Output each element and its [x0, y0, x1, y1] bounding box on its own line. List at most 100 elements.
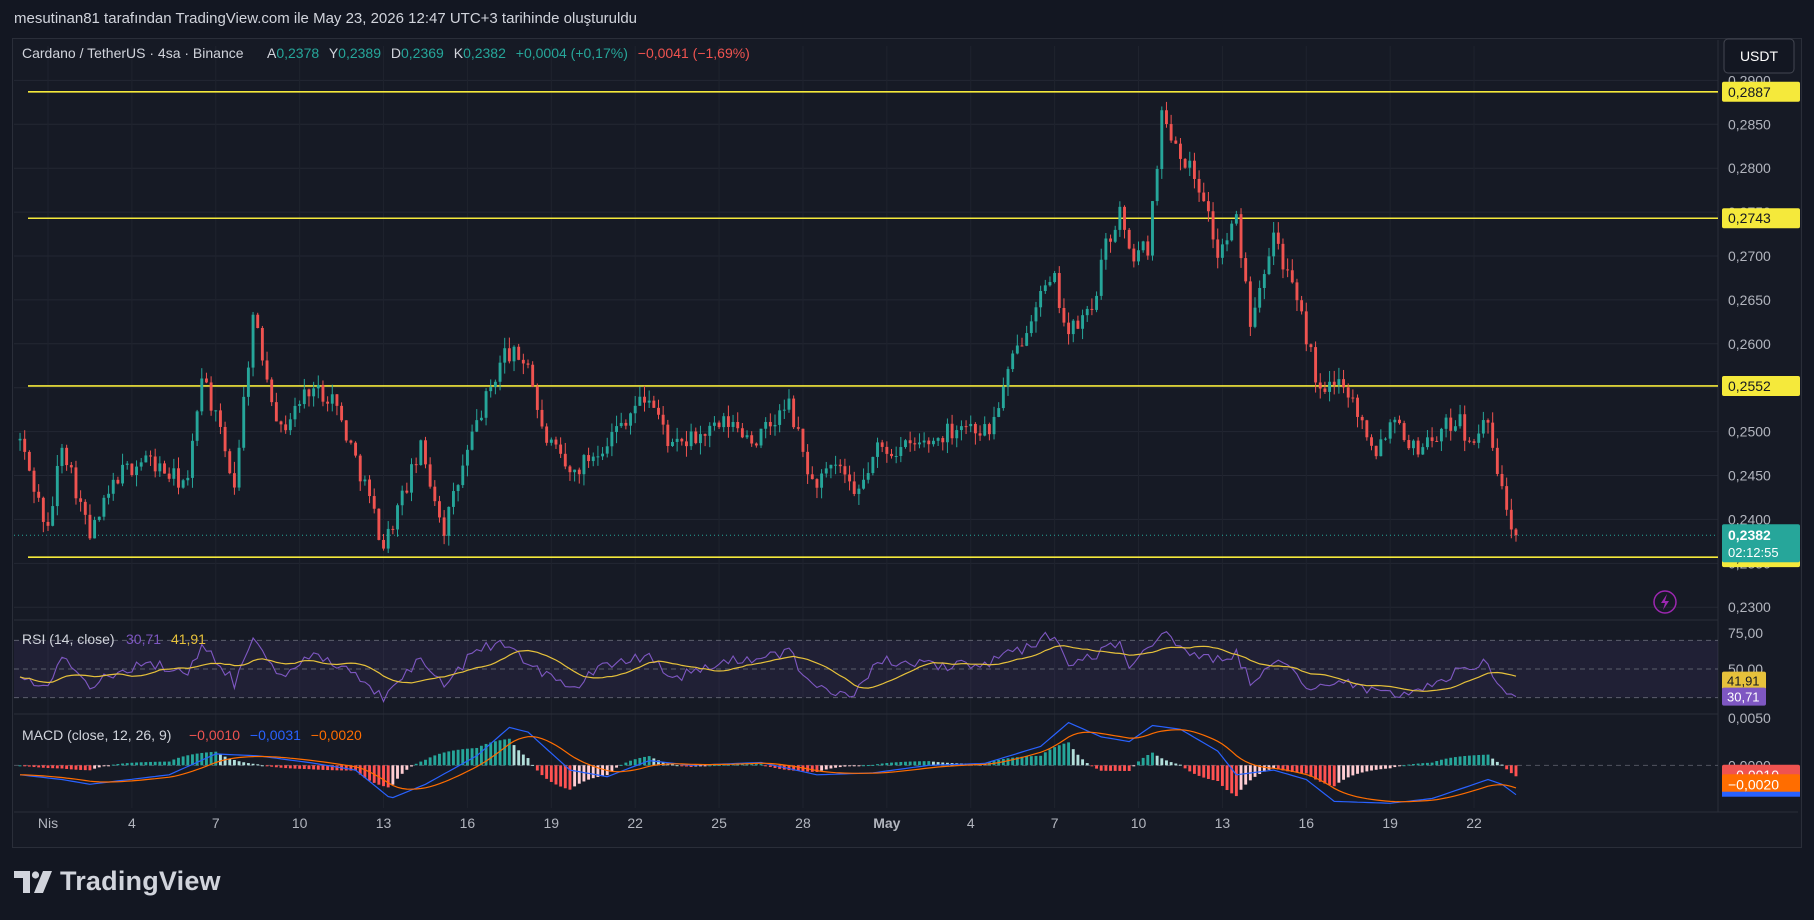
macd-histogram-bar: [894, 762, 898, 766]
lightning-icon[interactable]: [1653, 590, 1677, 614]
candle-body: [1053, 273, 1057, 283]
currency-button[interactable]: [1723, 38, 1795, 74]
candle-body: [657, 407, 660, 415]
macd-histogram-bar: [55, 765, 59, 769]
macd-histogram-bar: [1025, 756, 1029, 766]
macd-histogram-bar: [321, 765, 325, 770]
candle-body: [1183, 158, 1187, 168]
candle-body: [1300, 300, 1304, 312]
candle-body: [1351, 397, 1355, 399]
macd-histogram-bar: [1015, 757, 1019, 766]
macd-histogram-bar: [1402, 765, 1406, 767]
macd-histogram-bar: [857, 765, 861, 767]
candle-body: [685, 441, 688, 447]
candle-body: [330, 394, 334, 404]
candle-body: [298, 404, 302, 406]
high-value: 0,2389: [338, 45, 381, 61]
change-value: +0,0004 (+0,17%): [516, 45, 628, 61]
x-tick-label: 19: [1382, 815, 1398, 831]
macd-histogram-bar: [484, 743, 488, 766]
macd-histogram-bar: [1421, 763, 1425, 766]
candle-body: [908, 440, 912, 444]
tradingview-logo[interactable]: TradingView: [14, 866, 221, 897]
candle-body: [489, 387, 493, 392]
macd-histogram-bar: [195, 753, 199, 766]
candle-body: [694, 431, 698, 444]
y-tick-label: 0,2800: [1728, 160, 1771, 176]
macd-histogram-bar: [279, 765, 283, 768]
macd-histogram-bar: [1425, 762, 1429, 766]
macd-histogram-bar: [1085, 763, 1089, 766]
macd-histogram-bar: [260, 765, 264, 767]
macd-histogram-bar: [1495, 761, 1499, 766]
macd-signal-last: −0,0020: [311, 727, 362, 743]
candle-body: [195, 411, 199, 441]
candle-body: [726, 416, 730, 427]
macd-histogram-bar: [93, 765, 97, 769]
macd-histogram-bar: [1165, 760, 1168, 766]
macd-histogram-bar: [218, 754, 222, 766]
macd-histogram-bar: [582, 765, 586, 782]
candle-body: [1151, 201, 1154, 256]
macd-histogram-bar: [349, 765, 353, 771]
macd-histogram-bar: [1020, 756, 1024, 766]
macd-histogram-bar: [368, 765, 372, 781]
candle-body: [1500, 473, 1504, 487]
macd-histogram-bar: [754, 764, 758, 766]
y-tick-label: 0,2450: [1728, 468, 1771, 484]
macd-histogram-bar: [1225, 765, 1229, 791]
macd-histogram-bar: [1407, 764, 1411, 766]
candle-body: [1011, 353, 1015, 370]
level-label-box: [1722, 81, 1800, 102]
macd-histogram-bar: [1053, 747, 1057, 766]
macd-histogram-bar: [60, 765, 64, 769]
candle-body: [1090, 308, 1094, 310]
macd-value-label: −0,0020: [1728, 776, 1779, 792]
macd-histogram-bar: [638, 757, 642, 766]
macd-histogram-bar: [442, 752, 446, 766]
macd-histogram-bar: [815, 765, 819, 773]
macd-histogram-bar: [1463, 755, 1467, 766]
macd-histogram-bar: [177, 757, 180, 766]
candle-body: [349, 440, 353, 443]
candle-body: [978, 433, 982, 436]
macd-histogram-bar: [1160, 758, 1164, 766]
macd-histogram-bar: [1514, 765, 1518, 777]
candle-body: [1071, 320, 1075, 335]
macd-histogram-bar: [465, 748, 469, 766]
macd-histogram-bar: [1318, 765, 1322, 782]
macd-histogram-bar: [1132, 765, 1136, 767]
candle-body: [773, 424, 777, 427]
rsi-value-box: [1722, 671, 1766, 690]
candle-body: [1248, 281, 1252, 327]
macd-histogram-bar: [759, 764, 763, 766]
candle-body: [1127, 229, 1131, 249]
macd-histogram-bar: [1109, 765, 1112, 771]
macd-histogram-bar: [596, 765, 600, 777]
candle-body: [1239, 214, 1243, 259]
candle-body: [1407, 440, 1411, 449]
macd-histogram-bar: [540, 765, 544, 776]
candle-body: [1165, 110, 1168, 125]
candle-body: [1286, 269, 1290, 271]
macd-histogram-bar: [922, 761, 926, 766]
macd-histogram-bar: [1309, 765, 1313, 777]
macd-title: MACD (close, 12, 26, 9): [22, 727, 171, 743]
rsi-ma-last: 41,91: [171, 631, 206, 647]
macd-histogram-bar: [1379, 765, 1383, 770]
candle-body: [344, 420, 348, 441]
macd-histogram-bar: [405, 765, 409, 770]
currency-button-label[interactable]: USDT: [1740, 48, 1779, 64]
macd-histogram-bar: [1467, 755, 1471, 766]
change2-value: −0,0041 (−1,69%): [638, 45, 750, 61]
macd-histogram-bar: [633, 759, 637, 766]
candle-body: [1258, 287, 1262, 308]
candle-body: [391, 528, 395, 530]
candle-body: [186, 477, 190, 481]
candle-body: [573, 469, 577, 473]
candle-body: [517, 346, 521, 360]
candle-body: [265, 360, 269, 380]
candle-body: [754, 443, 758, 446]
candle-body: [60, 447, 64, 466]
